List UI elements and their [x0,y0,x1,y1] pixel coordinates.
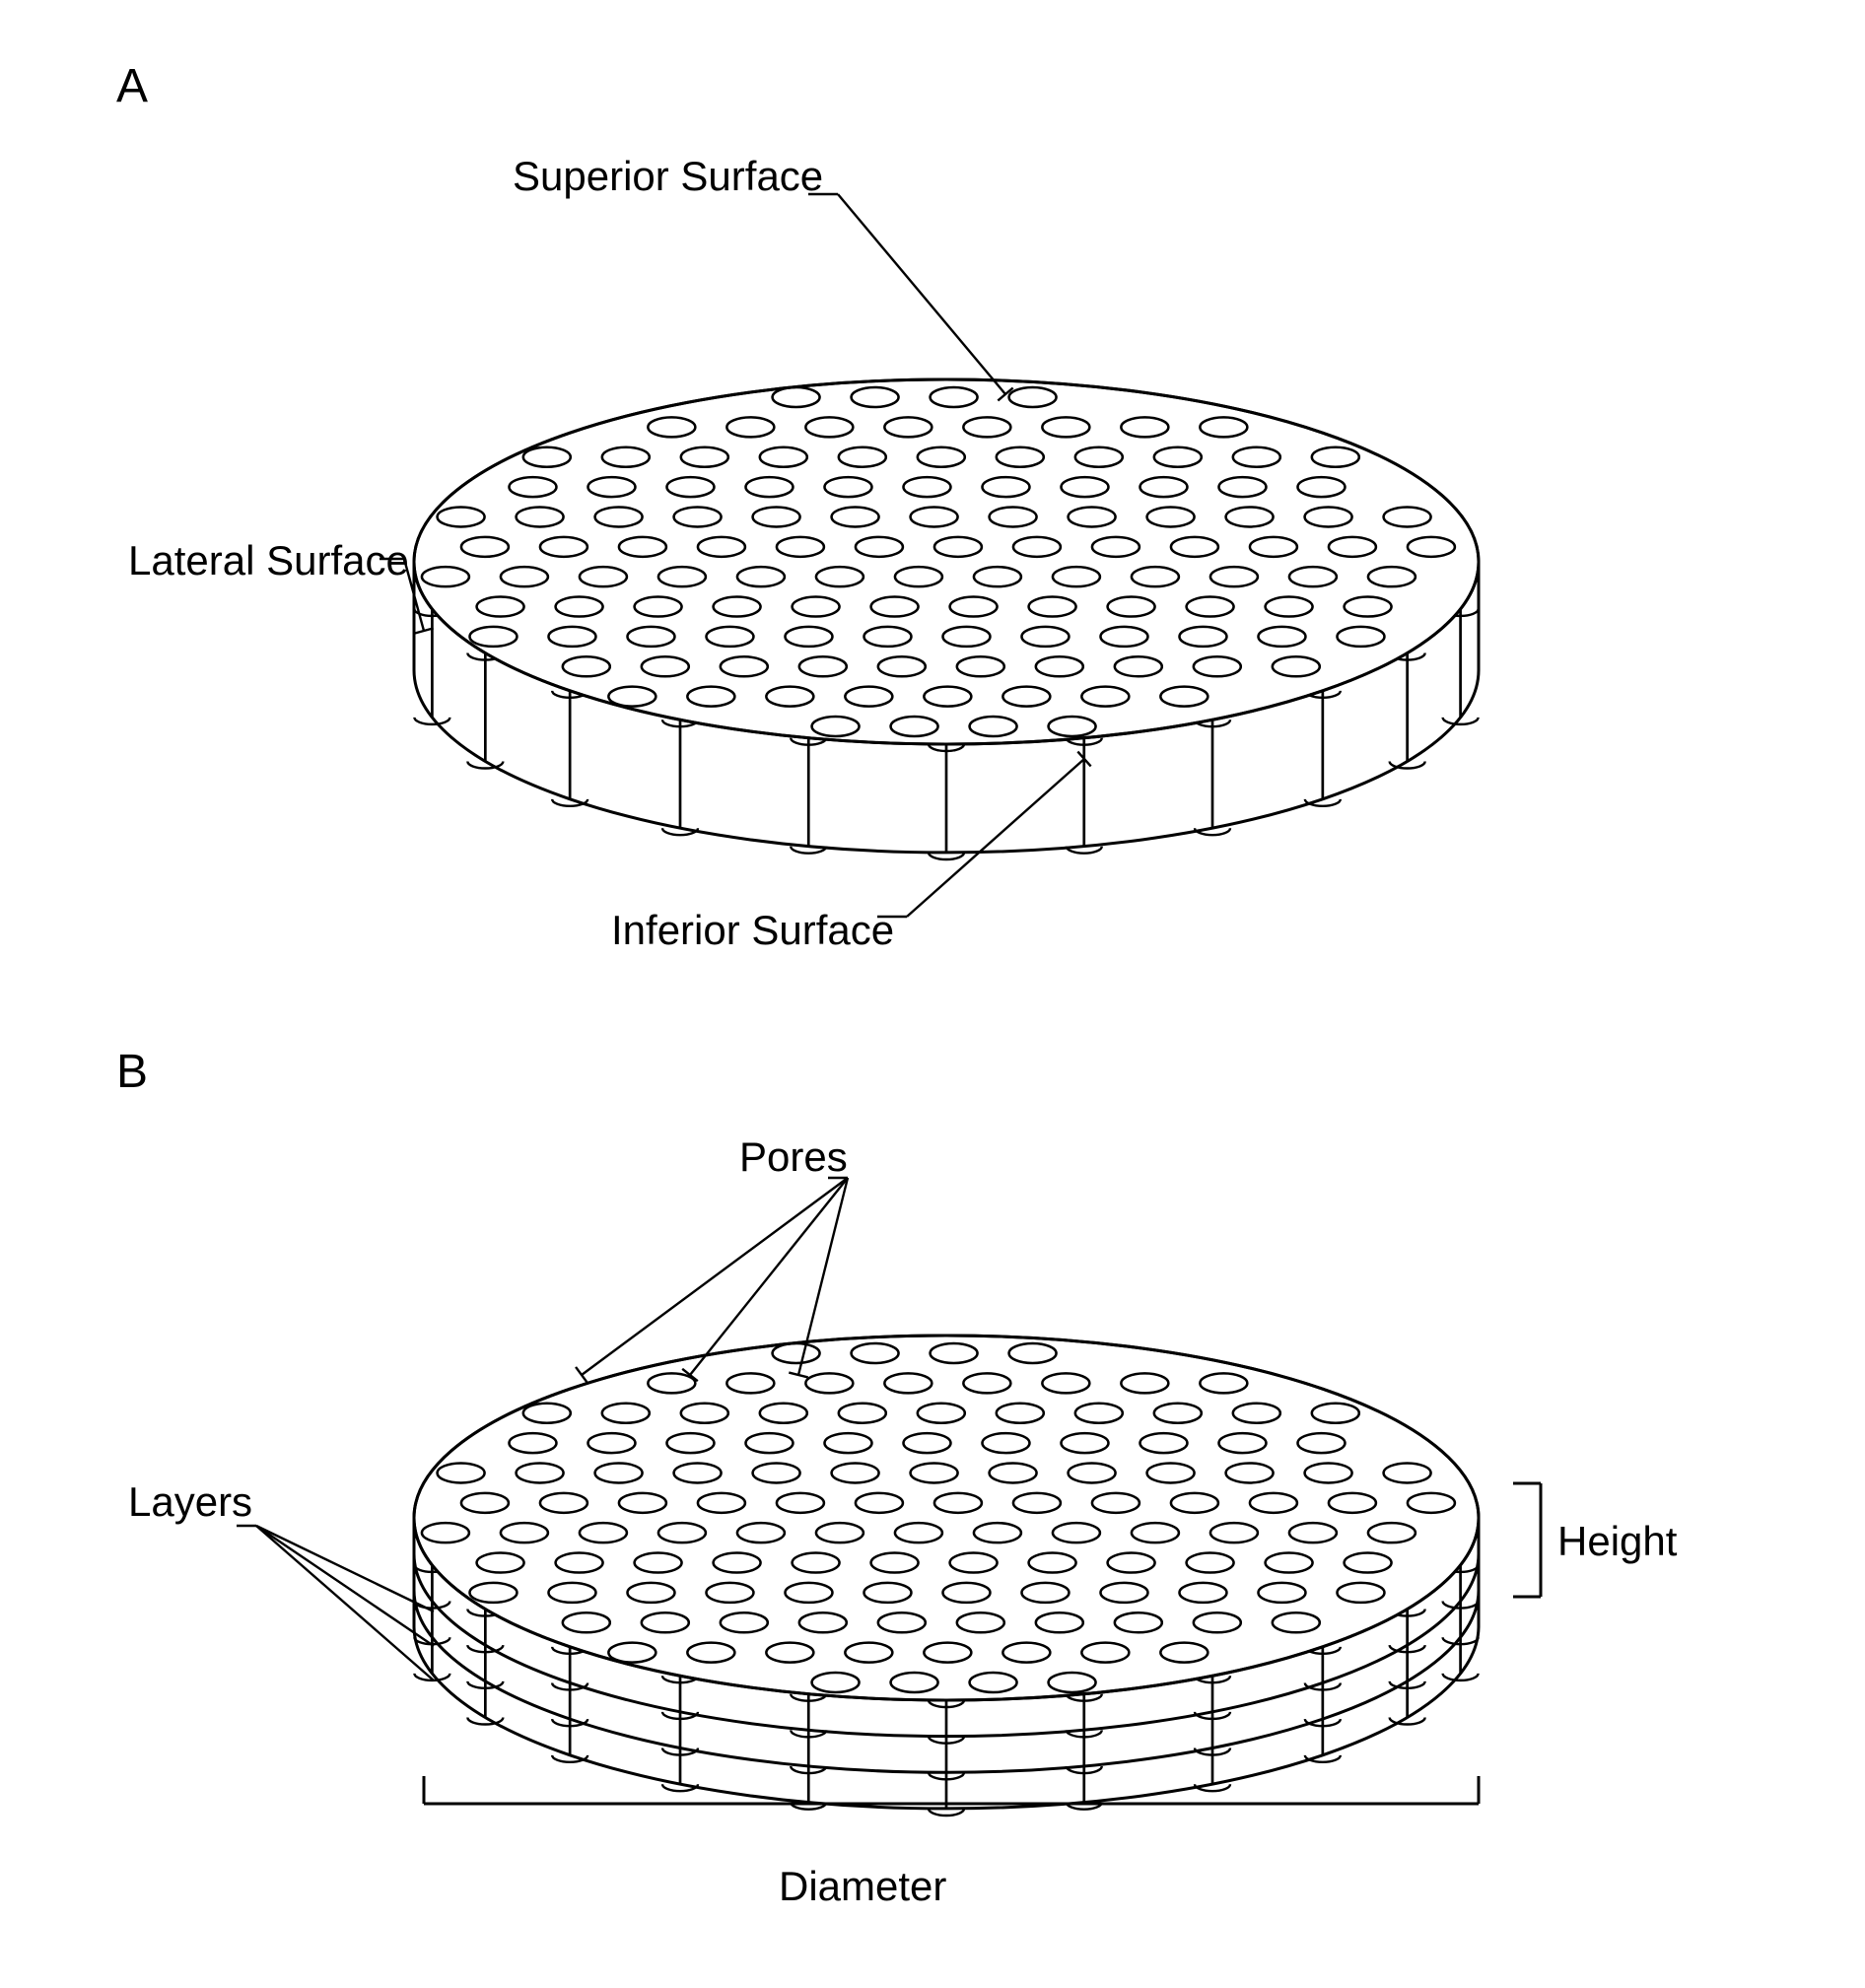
diagram-svg [0,0,1865,1988]
page: A B Superior Surface Lateral Surface Inf… [0,0,1865,1988]
